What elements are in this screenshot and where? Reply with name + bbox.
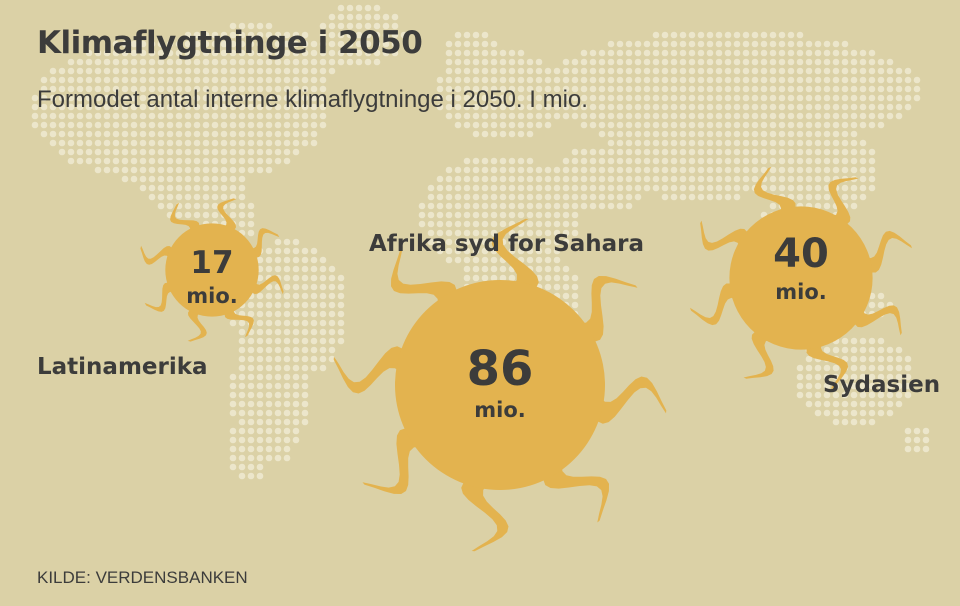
value-label: 86	[467, 341, 534, 397]
sun-ray	[333, 346, 413, 394]
region-label: Latinamerika	[37, 354, 208, 380]
sun-ray	[700, 220, 751, 260]
sun-ray	[461, 472, 509, 552]
bubble-mark	[165, 223, 259, 317]
sun-ray	[819, 177, 859, 228]
sun-ray	[851, 296, 902, 336]
sun-ray	[587, 376, 667, 424]
region-label: Sydasien	[823, 372, 940, 398]
sun-bubble: 40 mio.	[690, 167, 912, 389]
sun-ray	[743, 328, 783, 379]
chart-title: Klimaflygtninge i 2050	[37, 25, 423, 61]
region-label: Afrika syd for Sahara	[369, 231, 644, 257]
sun-ray	[215, 198, 237, 234]
bubble-mark	[729, 206, 873, 350]
bubble-mark	[395, 280, 605, 490]
unit-label: mio.	[775, 280, 827, 304]
sun-bubble: 17 mio.	[140, 198, 284, 342]
unit-label: mio.	[186, 284, 238, 308]
sun-ray	[491, 218, 539, 298]
source-note: KILDE: VERDENSBANKEN	[37, 568, 248, 587]
unit-label: mio.	[474, 398, 526, 422]
sun-ray	[187, 306, 209, 342]
value-label: 17	[190, 245, 233, 281]
sun-ray	[248, 273, 284, 295]
chart-subtitle: Formodet antal interne klimaflygtninge i…	[37, 86, 588, 113]
sun-ray	[140, 245, 176, 267]
value-label: 40	[773, 231, 829, 277]
